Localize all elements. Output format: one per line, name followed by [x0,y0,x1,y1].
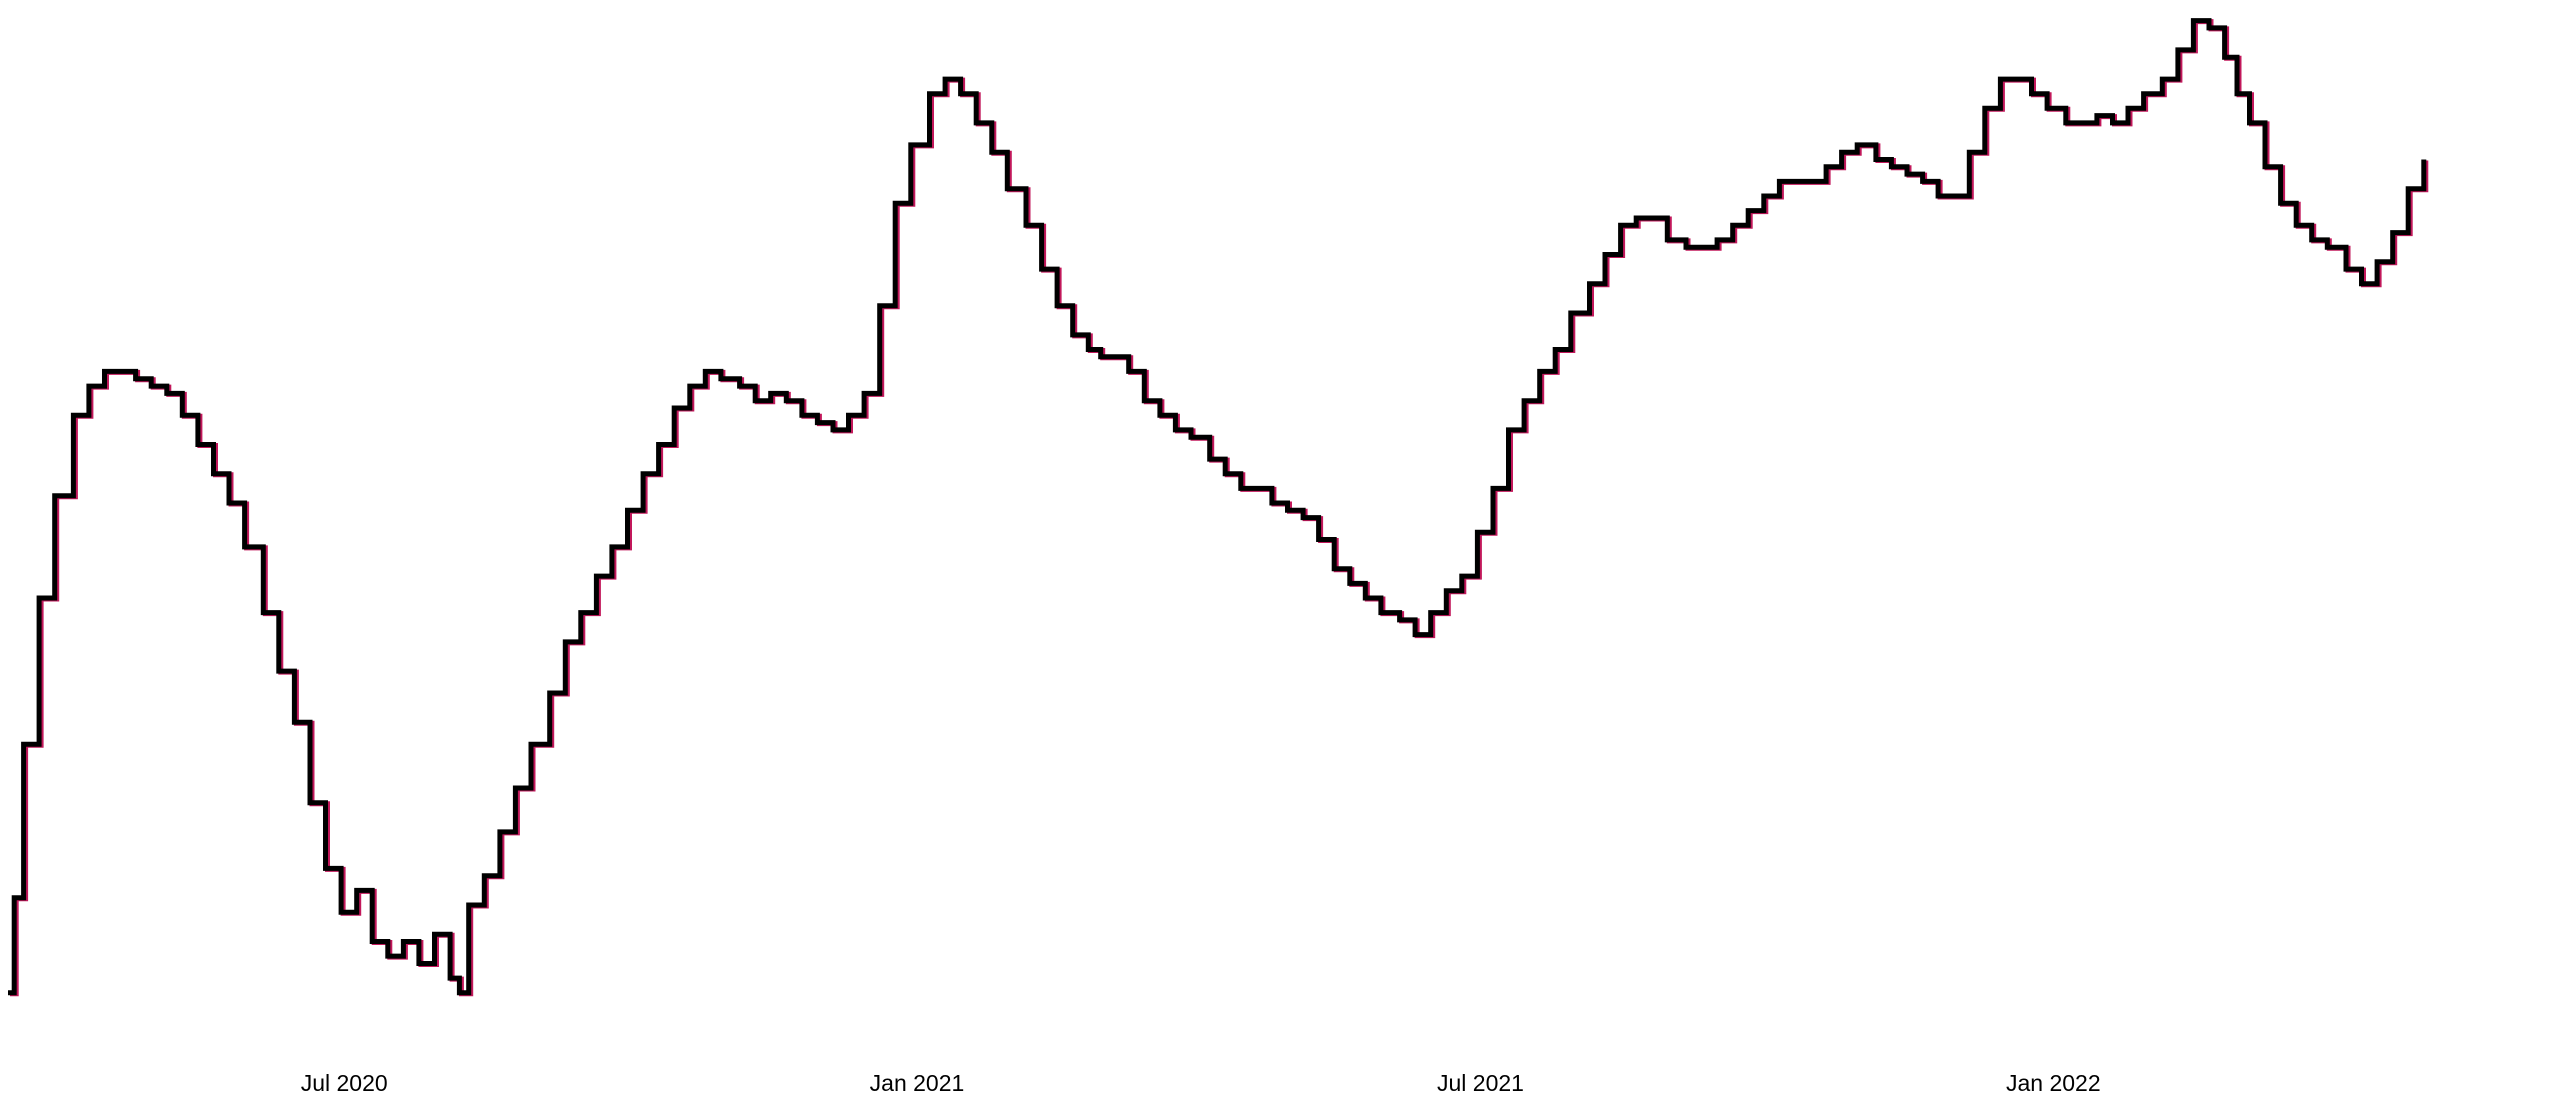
x-tick-label: Jul 2020 [301,1070,388,1095]
series-line [8,18,2427,996]
plot-area [8,18,2429,997]
x-axis: Jul 2020 Jan 2021 Jul 2021 Jan 2022 [301,1070,2101,1095]
x-tick-label: Jul 2021 [1437,1070,1524,1095]
x-tick-label: Jan 2021 [870,1070,965,1095]
x-tick-label: Jan 2022 [2006,1070,2101,1095]
